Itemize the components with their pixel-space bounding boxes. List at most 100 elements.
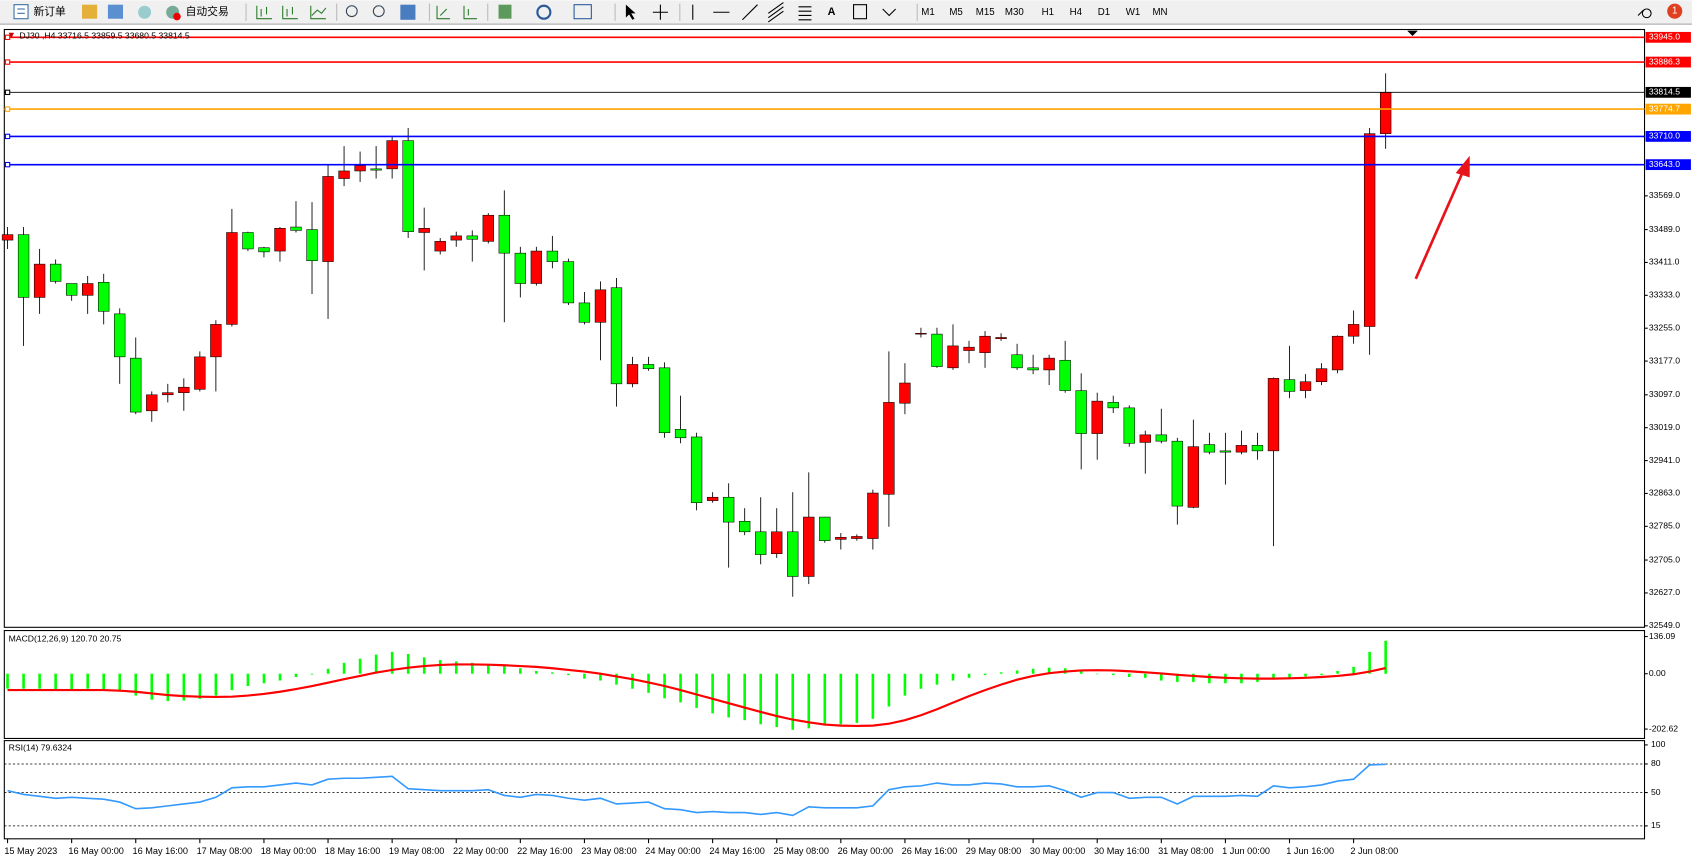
macd-bar xyxy=(1176,673,1179,682)
timeframe-button[interactable]: MN xyxy=(1152,7,1167,18)
macd-bar xyxy=(839,673,843,725)
tool-icon[interactable] xyxy=(107,4,124,19)
level-price-box xyxy=(1645,103,1691,115)
trendline-button[interactable] xyxy=(742,4,758,21)
x-tick-label: 1 Jun 16:00 xyxy=(1286,846,1334,856)
y-tick-label: 32705.0 xyxy=(1649,554,1680,564)
bar-chart-button[interactable] xyxy=(256,5,272,20)
macd-bar xyxy=(118,673,122,692)
candle-body xyxy=(706,496,719,501)
macd-bar xyxy=(519,668,522,674)
macd-bar xyxy=(1127,673,1131,677)
arrows-button[interactable] xyxy=(882,8,897,17)
level-price-box xyxy=(1645,130,1691,142)
macd-signal xyxy=(7,663,1386,727)
level-handle xyxy=(4,34,11,41)
candle-body xyxy=(146,394,158,412)
x-tick-label: 29 May 08:00 xyxy=(966,846,1021,856)
y-tick-label: 33255.0 xyxy=(1649,322,1680,332)
candle-body xyxy=(1283,379,1296,392)
x-tick-label: 16 May 00:00 xyxy=(68,846,123,856)
x-tick-label: 16 May 16:00 xyxy=(133,846,188,856)
y-tick-label: 136.09 xyxy=(1649,631,1676,641)
tile-button[interactable] xyxy=(400,4,416,20)
zoom-in-button[interactable] xyxy=(345,5,358,18)
candle-body xyxy=(594,289,607,323)
macd-bar xyxy=(983,673,987,676)
timeframe-button[interactable]: H4 xyxy=(1070,7,1083,18)
macd-bar xyxy=(711,673,714,714)
arrow-shaft xyxy=(1414,170,1465,280)
templates-button[interactable] xyxy=(573,4,592,20)
fibo-button[interactable] xyxy=(798,6,812,21)
autoscroll-button[interactable] xyxy=(436,5,450,20)
search-button[interactable] xyxy=(1637,8,1652,19)
x-tick-label: 2 Jun 08:00 xyxy=(1350,846,1398,856)
line-chart-button[interactable] xyxy=(310,5,327,20)
macd-bar xyxy=(1320,673,1323,676)
y-tick-label: 33019.0 xyxy=(1649,422,1680,432)
label-tool-button[interactable] xyxy=(853,4,868,20)
macd-bar xyxy=(294,673,298,677)
candle-body xyxy=(482,214,494,242)
y-tick-label: 32941.0 xyxy=(1649,455,1680,465)
macd-bar xyxy=(1304,673,1307,677)
candle-chart-button[interactable] xyxy=(282,5,298,20)
timeframe-button[interactable]: W1 xyxy=(1126,7,1141,18)
timeframe-button[interactable]: M30 xyxy=(1005,7,1024,18)
macd-bar xyxy=(951,673,955,681)
macd-bar xyxy=(166,673,170,702)
auto-trading-button[interactable]: 自动交易 xyxy=(166,5,229,21)
candle-body xyxy=(835,537,847,540)
timeframe-button[interactable]: M1 xyxy=(921,7,934,18)
channel-button[interactable] xyxy=(767,2,784,23)
macd-bar xyxy=(1015,670,1019,674)
indicators-button[interactable] xyxy=(498,4,512,19)
macd-bar xyxy=(342,662,346,674)
x-tick-label: 1 Jun 00:00 xyxy=(1222,846,1270,856)
x-tick-label: 18 May 16:00 xyxy=(325,846,380,856)
chart-shift-button[interactable] xyxy=(463,5,477,20)
candle-body xyxy=(1171,440,1183,507)
macd-bar xyxy=(503,666,506,674)
macd-bar xyxy=(567,673,570,676)
candle-body xyxy=(130,357,142,413)
timeframe-button[interactable]: M5 xyxy=(949,7,962,18)
macd-bar xyxy=(1079,670,1083,674)
x-tick-label: 25 May 08:00 xyxy=(773,846,828,856)
new-order-button[interactable]: 新订单 xyxy=(13,4,66,20)
macd-bar xyxy=(182,673,186,701)
tool-icon[interactable] xyxy=(82,4,98,19)
notification-badge[interactable] xyxy=(1667,3,1683,19)
new-order-icon xyxy=(13,4,29,20)
candle-body xyxy=(1347,324,1360,337)
candle-body xyxy=(626,364,639,385)
macd-bar xyxy=(1192,673,1195,682)
candle-body xyxy=(578,302,591,323)
candle-body xyxy=(338,170,350,179)
macd-bar xyxy=(246,673,250,687)
auto-trading-label: 自动交易 xyxy=(186,5,229,18)
tool-icon[interactable] xyxy=(138,5,152,19)
annotation-arrow xyxy=(1414,155,1470,280)
candle-body xyxy=(947,345,959,369)
timeframe-button[interactable]: M15 xyxy=(976,7,995,18)
cursor-button[interactable] xyxy=(625,4,636,20)
macd-bar xyxy=(326,668,330,674)
periods-button[interactable] xyxy=(536,4,552,20)
candle-body xyxy=(290,226,302,231)
crosshair-button[interactable] xyxy=(652,4,668,20)
zoom-out-button[interactable] xyxy=(372,5,385,18)
candle-body xyxy=(1363,133,1376,327)
toolbar-bg xyxy=(0,0,1692,25)
timeframe-button[interactable]: D1 xyxy=(1098,7,1110,18)
candle-body xyxy=(98,281,110,312)
text-tool-button[interactable]: A xyxy=(828,6,836,18)
candle-body xyxy=(722,496,735,523)
candle-body xyxy=(755,531,767,555)
candle-body xyxy=(899,382,911,404)
timeframe-button[interactable]: H1 xyxy=(1042,7,1054,18)
candle-body xyxy=(82,283,94,296)
candle-body xyxy=(242,232,254,250)
